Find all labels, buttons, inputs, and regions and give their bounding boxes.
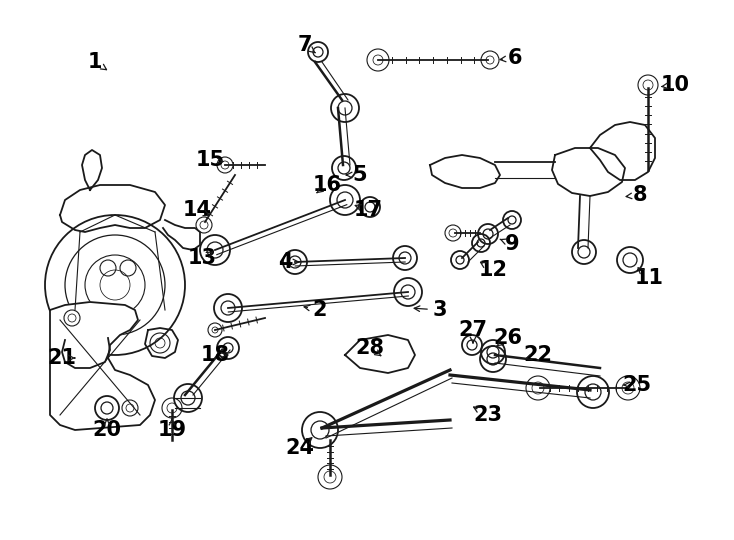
Text: 14: 14 <box>183 200 211 220</box>
Text: 23: 23 <box>473 405 503 425</box>
Text: 24: 24 <box>286 438 314 458</box>
Text: 27: 27 <box>459 320 487 340</box>
Text: 7: 7 <box>298 35 312 55</box>
Text: 9: 9 <box>505 234 520 254</box>
Text: 18: 18 <box>200 345 230 365</box>
Text: 19: 19 <box>157 420 186 440</box>
Text: 4: 4 <box>277 252 292 272</box>
Text: 21: 21 <box>48 348 76 368</box>
Polygon shape <box>552 148 625 196</box>
Text: 5: 5 <box>353 165 367 185</box>
Text: 13: 13 <box>187 248 217 268</box>
Text: 3: 3 <box>433 300 447 320</box>
Polygon shape <box>590 122 655 180</box>
Polygon shape <box>345 335 415 373</box>
Text: 15: 15 <box>195 150 225 170</box>
Text: 6: 6 <box>508 48 523 68</box>
Text: 2: 2 <box>313 300 327 320</box>
Text: 17: 17 <box>354 200 382 220</box>
Text: 22: 22 <box>523 345 553 365</box>
Text: 28: 28 <box>355 338 385 358</box>
Polygon shape <box>50 302 155 430</box>
Polygon shape <box>430 155 500 188</box>
Text: 10: 10 <box>661 75 689 95</box>
Text: 26: 26 <box>493 328 523 348</box>
Text: 8: 8 <box>633 185 647 205</box>
Text: 16: 16 <box>313 175 341 195</box>
Text: 25: 25 <box>622 375 652 395</box>
Text: 12: 12 <box>479 260 507 280</box>
Text: 1: 1 <box>88 52 102 72</box>
Text: 11: 11 <box>634 268 664 288</box>
Text: 20: 20 <box>92 420 122 440</box>
